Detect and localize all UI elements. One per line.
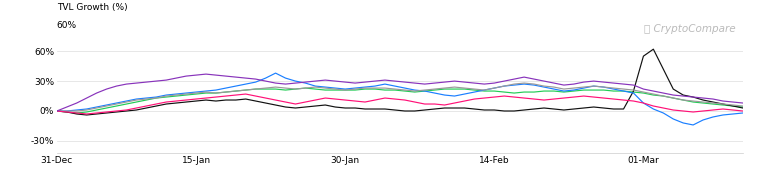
Kava — [82, 114, 91, 116]
Avalanche — [519, 82, 528, 84]
BSC — [152, 103, 161, 105]
Tron — [659, 95, 668, 97]
BSC — [241, 93, 250, 95]
Tron — [52, 110, 61, 112]
Text: 60%: 60% — [57, 21, 77, 30]
Solana — [221, 75, 230, 77]
Fantom — [271, 72, 280, 74]
Tron — [301, 87, 310, 89]
Solana — [440, 81, 449, 83]
Solana — [639, 88, 648, 90]
BSC — [221, 95, 230, 97]
Kava — [152, 105, 161, 107]
BSC — [281, 101, 290, 103]
Solana — [52, 110, 61, 112]
Tron — [152, 97, 161, 99]
Avalanche — [649, 93, 658, 95]
Avalanche — [738, 105, 747, 107]
Line: Solana: Solana — [57, 74, 743, 111]
Fantom — [261, 77, 270, 79]
Tron — [72, 112, 81, 114]
BSC — [361, 101, 370, 103]
Fantom — [52, 110, 61, 112]
Solana — [202, 73, 211, 75]
Kava — [52, 110, 61, 112]
BSC — [52, 110, 61, 112]
Fantom — [211, 89, 221, 91]
Tron — [271, 88, 280, 90]
Fantom — [738, 112, 747, 114]
Fantom — [350, 87, 359, 89]
Line: Kava: Kava — [57, 49, 743, 115]
Fantom — [649, 108, 658, 110]
Solana — [271, 82, 280, 84]
Fantom — [688, 124, 697, 126]
Fantom — [142, 97, 151, 99]
Solana — [142, 81, 151, 83]
Kava — [271, 104, 280, 106]
Avalanche — [211, 92, 221, 94]
Avalanche — [52, 110, 61, 112]
Solana — [649, 90, 658, 92]
Kava — [738, 107, 747, 109]
Line: Fantom: Fantom — [57, 73, 743, 125]
Text: ⓘ CryptoCompare: ⓘ CryptoCompare — [644, 24, 735, 34]
BSC — [738, 110, 747, 112]
Avalanche — [639, 91, 648, 93]
BSC — [82, 113, 91, 115]
Fantom — [440, 94, 449, 96]
Kava — [440, 107, 449, 109]
BSC — [450, 102, 459, 104]
BSC — [659, 107, 668, 109]
Solana — [738, 102, 747, 104]
Avalanche — [142, 98, 151, 100]
Avalanche — [430, 88, 439, 90]
Tron — [738, 106, 747, 108]
Line: Avalanche: Avalanche — [57, 83, 743, 111]
Text: TVL Growth (%): TVL Growth (%) — [57, 3, 127, 12]
Kava — [659, 68, 668, 70]
Kava — [221, 99, 230, 101]
Kava — [350, 107, 359, 109]
Tron — [361, 88, 370, 90]
Tron — [450, 88, 459, 90]
Tron — [221, 91, 230, 93]
Avalanche — [261, 87, 270, 89]
Line: BSC: BSC — [57, 94, 743, 114]
Kava — [649, 48, 658, 50]
Line: Tron: Tron — [57, 88, 743, 113]
